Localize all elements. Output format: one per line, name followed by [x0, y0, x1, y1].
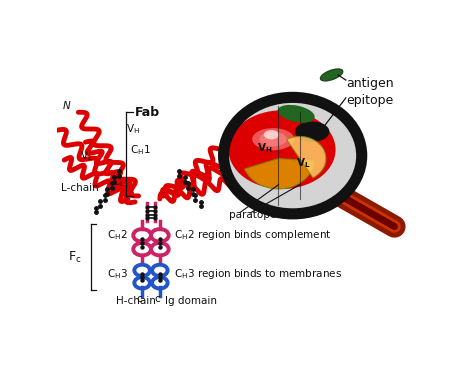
- Text: N: N: [63, 101, 70, 111]
- Text: C$_\mathregular{L}$: C$_\mathregular{L}$: [112, 176, 125, 189]
- Text: F$_\mathregular{c}$: F$_\mathregular{c}$: [68, 249, 81, 265]
- Text: C$_\mathregular{H}$3: C$_\mathregular{H}$3: [107, 267, 128, 281]
- Text: C$_\mathregular{H}$3 region binds to membranes: C$_\mathregular{H}$3 region binds to mem…: [174, 267, 342, 281]
- Text: epitope: epitope: [346, 94, 393, 107]
- Text: c: c: [154, 294, 160, 304]
- Text: paratope: paratope: [229, 210, 276, 220]
- Ellipse shape: [264, 130, 279, 139]
- Text: antigen: antigen: [346, 77, 393, 90]
- Text: H-chain: H-chain: [116, 296, 155, 306]
- Text: C$_\mathregular{H}$1: C$_\mathregular{H}$1: [130, 143, 150, 156]
- Wedge shape: [245, 159, 314, 189]
- Text: C$_\mathregular{H}$2 region binds complement: C$_\mathregular{H}$2 region binds comple…: [174, 229, 332, 242]
- Ellipse shape: [278, 105, 315, 123]
- Text: V$_\mathregular{L}$: V$_\mathregular{L}$: [296, 156, 311, 170]
- Ellipse shape: [320, 69, 343, 81]
- Circle shape: [223, 97, 362, 214]
- Text: C$_\mathregular{H}$2: C$_\mathregular{H}$2: [107, 229, 128, 242]
- Text: V$_\mathregular{H}$: V$_\mathregular{H}$: [257, 141, 273, 155]
- Ellipse shape: [295, 121, 329, 142]
- Wedge shape: [287, 137, 326, 178]
- Ellipse shape: [252, 128, 294, 150]
- Text: Fab: Fab: [135, 106, 160, 119]
- Text: V$_\mathregular{H}$: V$_\mathregular{H}$: [126, 122, 140, 136]
- Text: L-chain: L-chain: [61, 184, 99, 194]
- Text: V$_\mathregular{L}$: V$_\mathregular{L}$: [80, 149, 93, 163]
- Text: c: c: [137, 294, 143, 304]
- Ellipse shape: [228, 110, 335, 189]
- Ellipse shape: [260, 132, 287, 146]
- Text: Ig domain: Ig domain: [165, 296, 217, 306]
